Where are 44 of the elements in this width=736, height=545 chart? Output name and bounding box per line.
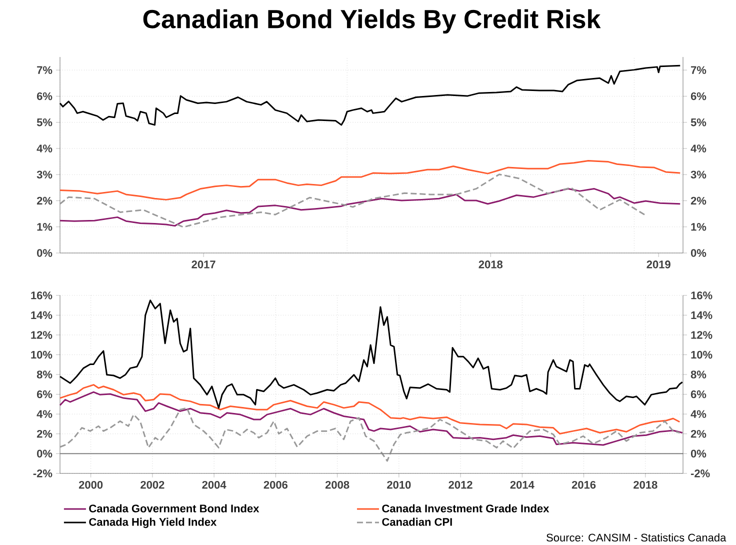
- line-series: [59, 391, 684, 446]
- y-tick-label: 5%: [36, 118, 52, 126]
- y-tick-label: 3%: [36, 170, 52, 179]
- y-tick-label: 16%: [691, 292, 712, 300]
- y-tick-label: -2%: [690, 470, 710, 478]
- x-tick-label: 2006: [264, 481, 288, 489]
- x-tick-label: 2004: [202, 481, 226, 489]
- line-series: [59, 384, 680, 435]
- y-tick-label: 4%: [36, 144, 52, 152]
- y-tick-label: 12%: [691, 331, 712, 339]
- y-tick-label: 10%: [691, 350, 712, 359]
- y-tick-label: 8%: [690, 370, 706, 378]
- line-series: [59, 407, 680, 462]
- x-tick-label: 2008: [325, 481, 350, 489]
- x-tick-label: 2002: [140, 481, 164, 489]
- y-tick-label: 6%: [36, 92, 52, 100]
- y-tick-label: 2%: [690, 430, 706, 438]
- x-tick-label: 2018: [478, 260, 503, 268]
- x-tick-label: 2017: [192, 260, 216, 268]
- x-tick-label: 2014: [510, 481, 534, 489]
- x-tick-label: 2016: [572, 481, 596, 489]
- y-tick-label: 2%: [36, 196, 52, 205]
- legend-label: Canadian CPI: [382, 518, 452, 526]
- legend-label: Canada High Yield Index: [89, 518, 217, 528]
- line-series: [59, 174, 646, 228]
- legend-label: Canada Government Bond Index: [89, 504, 260, 512]
- line-series: [59, 300, 684, 409]
- x-tick-label: 2000: [78, 481, 103, 489]
- x-tick-label: 2018: [634, 481, 658, 489]
- y-tick-label: 1%: [37, 223, 52, 231]
- y-tick-label: 0%: [37, 249, 52, 257]
- legend-label: Canada Investment Grade Index: [382, 504, 550, 512]
- x-tick-label: 2010: [387, 481, 411, 489]
- y-tick-label: 0%: [690, 450, 706, 458]
- line-series: [59, 188, 681, 227]
- y-tick-label: 6%: [690, 390, 706, 398]
- x-tick-label: 2012: [448, 481, 472, 489]
- y-tick-label: 4%: [690, 410, 706, 418]
- line-series: [59, 64, 681, 126]
- chart-title: Canadian Bond Yields By Credit Risk: [143, 9, 601, 34]
- source-note: Source: CANSIM - Statistics Canada: [546, 534, 726, 542]
- x-tick-label: 2019: [646, 260, 670, 268]
- y-tick-label: 14%: [691, 311, 712, 320]
- y-tick-label: 7%: [37, 66, 52, 74]
